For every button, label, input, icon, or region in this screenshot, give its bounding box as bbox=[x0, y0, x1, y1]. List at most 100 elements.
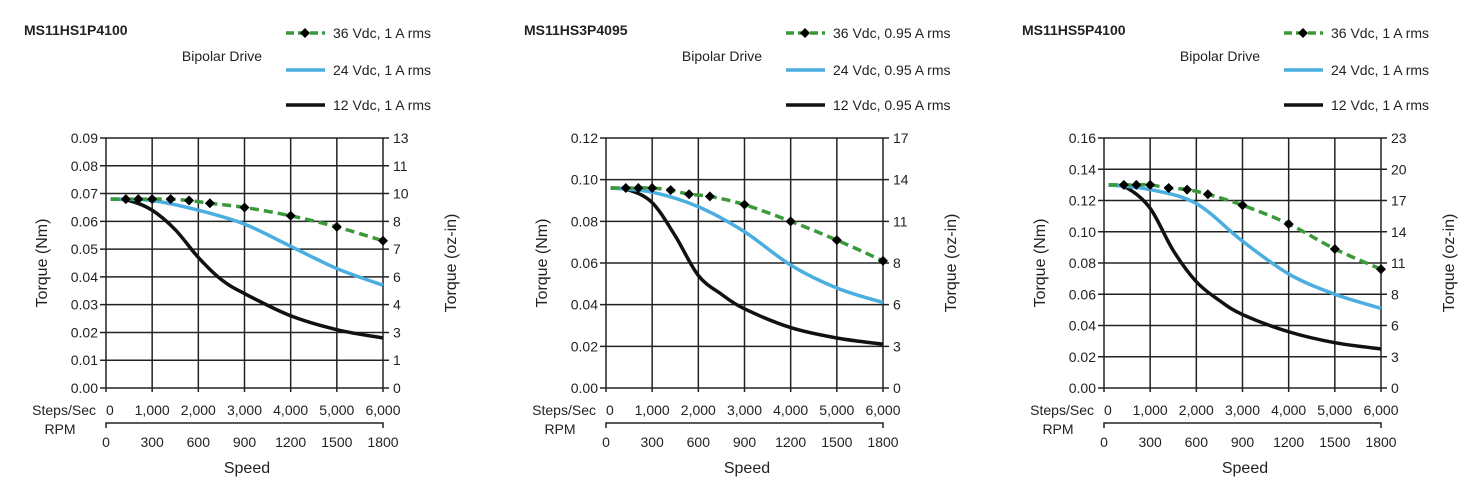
y-right-tick-label: 0 bbox=[393, 380, 401, 396]
legend-label: 12 Vdc, 1 A rms bbox=[1331, 97, 1429, 113]
data-point-marker bbox=[647, 183, 658, 193]
rpm-tick-label: 0 bbox=[602, 434, 610, 450]
legend-item: 24 Vdc, 1 A rms bbox=[1284, 62, 1429, 78]
legend-item: 36 Vdc, 1 A rms bbox=[1284, 25, 1429, 41]
x-tick-label: 0 bbox=[106, 402, 114, 418]
y-tick-label: 0.10 bbox=[1069, 224, 1096, 240]
chart-panel: MS11HS1P4100 Bipolar Drive 36 Vdc, 1 A rms… bbox=[24, 22, 460, 477]
y-tick-label: 0.12 bbox=[571, 130, 598, 146]
x-axis-title: Speed bbox=[1222, 460, 1268, 477]
x-tick-label: 3,000 bbox=[727, 402, 762, 418]
legend-item: 12 Vdc, 1 A rms bbox=[1284, 97, 1429, 113]
data-point-marker bbox=[878, 255, 888, 266]
x-axis-label-primary: Steps/Sec bbox=[1030, 402, 1094, 418]
x-tick-label: 1,000 bbox=[135, 402, 170, 418]
rpm-tick-label: 600 bbox=[687, 434, 711, 450]
rpm-tick-label: 0 bbox=[1100, 434, 1108, 450]
y-right-tick-label: 3 bbox=[393, 324, 401, 340]
y-tick-label: 0.01 bbox=[71, 352, 98, 368]
y-right-tick-label: 14 bbox=[893, 172, 909, 188]
rpm-tick-label: 1200 bbox=[1273, 434, 1304, 450]
y-tick-label: 0.02 bbox=[1069, 349, 1096, 365]
y-tick-label: 0.04 bbox=[71, 269, 98, 285]
data-point-marker bbox=[739, 199, 750, 210]
x-tick-label: 5,000 bbox=[1317, 402, 1352, 418]
data-point-marker bbox=[331, 221, 342, 232]
x-tick-label: 2,000 bbox=[181, 402, 216, 418]
y-tick-label: 0.02 bbox=[571, 338, 598, 354]
y-right-tick-label: 4 bbox=[393, 297, 401, 313]
legend-marker bbox=[300, 28, 310, 38]
data-point-marker bbox=[165, 194, 176, 205]
x-tick-label: 3,000 bbox=[1225, 402, 1260, 418]
y-tick-label: 0.06 bbox=[1069, 286, 1096, 302]
data-point-marker bbox=[704, 191, 715, 202]
data-point-marker bbox=[184, 195, 195, 206]
y-tick-label: 0.06 bbox=[71, 213, 98, 229]
data-point-marker bbox=[665, 185, 676, 196]
legend-item: 24 Vdc, 1 A rms bbox=[286, 62, 431, 78]
x-tick-label: 0 bbox=[1104, 402, 1112, 418]
x-axis-label-primary: Steps/Sec bbox=[32, 402, 96, 418]
y-right-tick-label: 6 bbox=[1391, 318, 1399, 334]
rpm-axis-line bbox=[605, 422, 884, 428]
y-tick-label: 0.04 bbox=[1069, 318, 1096, 334]
rpm-tick-label: 300 bbox=[140, 434, 164, 450]
x-axis-label-secondary: RPM bbox=[1042, 421, 1073, 437]
rpm-tick-label: 1200 bbox=[275, 434, 306, 450]
data-point-marker bbox=[285, 210, 296, 221]
y-right-tick-label: 17 bbox=[893, 130, 909, 146]
x-tick-label: 5,000 bbox=[819, 402, 854, 418]
rpm-tick-label: 1500 bbox=[1319, 434, 1350, 450]
y-axis-title-right: Torque (oz-in) bbox=[943, 214, 960, 313]
x-axis-label-primary: Steps/Sec bbox=[532, 402, 596, 418]
data-point-marker bbox=[831, 235, 842, 246]
y-tick-label: 0.08 bbox=[571, 213, 598, 229]
y-right-tick-label: 8 bbox=[893, 255, 901, 271]
series-line bbox=[110, 197, 384, 340]
x-tick-label: 6,000 bbox=[365, 402, 400, 418]
data-point-marker bbox=[239, 202, 250, 213]
y-right-tick-label: 3 bbox=[893, 338, 901, 354]
y-right-tick-label: 11 bbox=[393, 158, 408, 174]
y-tick-label: 0.07 bbox=[71, 186, 98, 202]
data-point-marker bbox=[147, 194, 158, 205]
x-tick-label: 2,000 bbox=[1179, 402, 1214, 418]
rpm-tick-label: 900 bbox=[1231, 434, 1255, 450]
chart-title: MS11HS3P4095 bbox=[524, 22, 628, 38]
legend-label: 24 Vdc, 1 A rms bbox=[1331, 62, 1429, 78]
y-right-tick-label: 8 bbox=[1391, 286, 1399, 302]
rpm-tick-label: 1500 bbox=[321, 434, 352, 450]
data-point-marker bbox=[1202, 189, 1213, 200]
data-point-marker bbox=[204, 198, 215, 209]
y-right-tick-label: 10 bbox=[393, 186, 409, 202]
y-right-tick-label: 13 bbox=[393, 130, 409, 146]
data-point-marker bbox=[1376, 264, 1386, 275]
rpm-tick-label: 900 bbox=[233, 434, 257, 450]
y-tick-label: 0.12 bbox=[1069, 193, 1096, 209]
x-tick-label: 5,000 bbox=[319, 402, 354, 418]
legend-label: 36 Vdc, 0.95 A rms bbox=[833, 25, 951, 41]
y-right-tick-label: 23 bbox=[1391, 130, 1407, 146]
y-tick-label: 0.08 bbox=[1069, 255, 1096, 271]
rpm-tick-label: 600 bbox=[1185, 434, 1209, 450]
series-line bbox=[610, 186, 884, 346]
y-axis-title-right: Torque (oz-in) bbox=[1441, 214, 1458, 313]
data-point-marker bbox=[1118, 179, 1129, 190]
x-axis-title: Speed bbox=[724, 460, 770, 477]
y-right-tick-label: 0 bbox=[1391, 380, 1399, 396]
legend-label: 12 Vdc, 1 A rms bbox=[333, 97, 431, 113]
y-right-tick-label: 3 bbox=[1391, 349, 1399, 365]
rpm-tick-label: 600 bbox=[187, 434, 211, 450]
series-line bbox=[1108, 183, 1382, 351]
data-point-marker bbox=[620, 183, 631, 193]
chart-subtitle: Bipolar Drive bbox=[182, 48, 262, 64]
y-tick-label: 0.08 bbox=[71, 158, 98, 174]
legend-label: 24 Vdc, 1 A rms bbox=[333, 62, 431, 78]
data-point-marker bbox=[1329, 243, 1340, 254]
y-right-tick-label: 8 bbox=[393, 213, 401, 229]
data-point-marker bbox=[378, 235, 388, 246]
y-tick-label: 0.14 bbox=[1069, 161, 1096, 177]
y-axis-title: Torque (Nm) bbox=[1032, 219, 1049, 308]
